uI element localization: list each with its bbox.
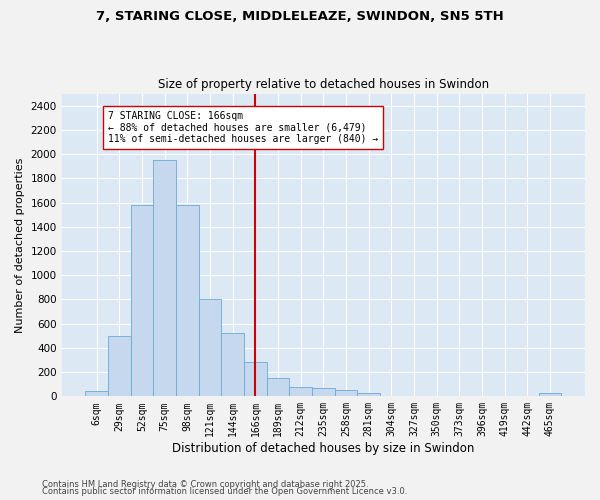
- Bar: [221, 334, 244, 396]
- Bar: [312, 388, 335, 396]
- Bar: [154, 160, 176, 396]
- Bar: [539, 392, 561, 396]
- Bar: [131, 205, 154, 396]
- Bar: [85, 392, 108, 396]
- Text: Contains public sector information licensed under the Open Government Licence v3: Contains public sector information licen…: [42, 487, 407, 496]
- Bar: [335, 390, 358, 396]
- Text: 7 STARING CLOSE: 166sqm
← 88% of detached houses are smaller (6,479)
11% of semi: 7 STARING CLOSE: 166sqm ← 88% of detache…: [108, 110, 379, 144]
- Bar: [176, 205, 199, 396]
- Bar: [244, 362, 266, 396]
- Bar: [108, 336, 131, 396]
- X-axis label: Distribution of detached houses by size in Swindon: Distribution of detached houses by size …: [172, 442, 475, 455]
- Title: Size of property relative to detached houses in Swindon: Size of property relative to detached ho…: [158, 78, 489, 91]
- Bar: [289, 386, 312, 396]
- Y-axis label: Number of detached properties: Number of detached properties: [15, 158, 25, 332]
- Bar: [199, 300, 221, 396]
- Text: Contains HM Land Registry data © Crown copyright and database right 2025.: Contains HM Land Registry data © Crown c…: [42, 480, 368, 489]
- Bar: [266, 378, 289, 396]
- Text: 7, STARING CLOSE, MIDDLELEAZE, SWINDON, SN5 5TH: 7, STARING CLOSE, MIDDLELEAZE, SWINDON, …: [96, 10, 504, 23]
- Bar: [358, 392, 380, 396]
